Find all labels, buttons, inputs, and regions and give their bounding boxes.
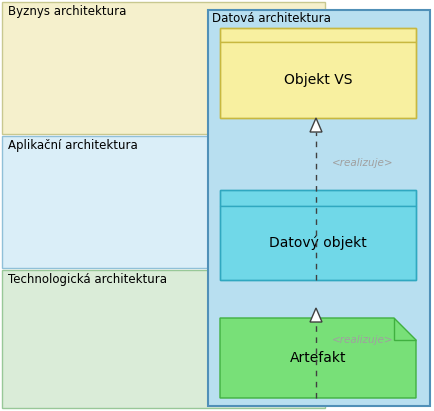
Polygon shape <box>220 318 416 398</box>
Bar <box>2 136 325 268</box>
Text: <realizuje>: <realizuje> <box>332 335 394 345</box>
Bar <box>220 190 416 280</box>
Bar <box>220 190 416 206</box>
Bar <box>220 28 416 118</box>
Text: Datový objekt: Datový objekt <box>269 236 367 250</box>
Polygon shape <box>310 118 322 132</box>
Text: <realizuje>: <realizuje> <box>332 158 394 168</box>
Text: Artefakt: Artefakt <box>290 351 346 365</box>
Bar <box>2 2 325 134</box>
Text: Byznys architektura: Byznys architektura <box>8 5 126 18</box>
Text: Technologická architektura: Technologická architektura <box>8 273 167 286</box>
Text: Datová architektura: Datová architektura <box>212 12 331 25</box>
Bar <box>220 42 416 118</box>
Text: Objekt VS: Objekt VS <box>284 73 352 87</box>
Bar <box>220 28 416 42</box>
Text: Aplikační architektura: Aplikační architektura <box>8 139 138 152</box>
Bar <box>2 270 325 408</box>
Polygon shape <box>310 308 322 322</box>
Bar <box>208 10 430 406</box>
Bar <box>220 206 416 280</box>
